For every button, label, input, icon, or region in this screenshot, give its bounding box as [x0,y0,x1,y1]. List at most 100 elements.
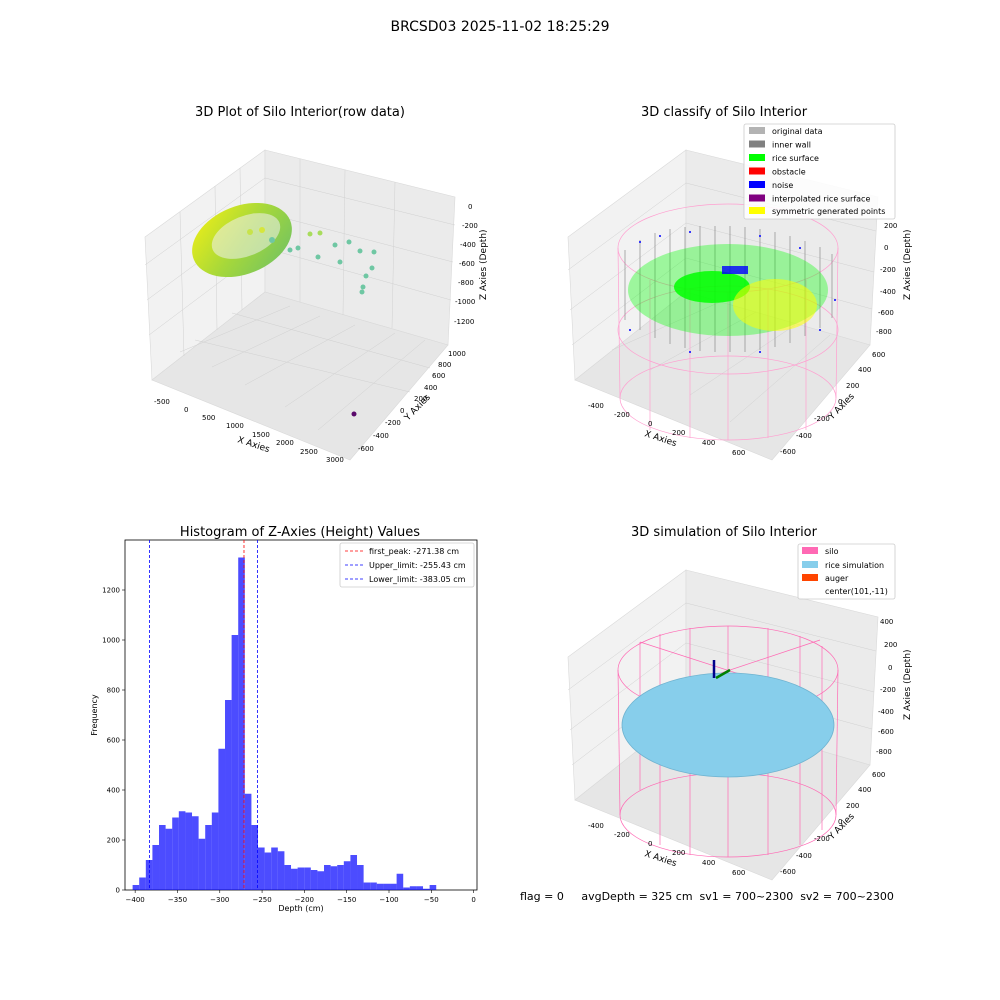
panel-raw: 3D Plot of Silo Interior(row data) X A [144,105,489,464]
raw-zticks: 0 -200 -400 -600 -800 -1000 -1200 [454,203,478,326]
histogram-xtick-label: −200 [295,896,314,904]
simulation-ztick: -600 [878,728,894,736]
classify-ytick: 200 [846,382,859,390]
simulation-ztick: -400 [878,708,894,716]
raw-pane-floor [151,291,449,461]
raw-xtick: 0 [184,406,188,414]
histogram-bar [383,883,391,890]
raw-ytick: 400 [424,384,437,392]
simulation-xtick: 0 [648,840,652,848]
histogram-bar [317,871,325,890]
raw-xtick: 2500 [300,448,318,456]
raw-xtick: -500 [154,398,170,406]
simulation-ytick: 0 [838,818,842,826]
classify-ztick: -600 [878,309,894,317]
histogram-bar [251,825,259,890]
classify-ylabel: Y Axies [826,391,857,422]
histogram-bar [271,847,278,890]
legend-swatch [749,127,765,134]
simulation-ztick: -200 [880,686,896,694]
raw-ztick: -400 [460,241,476,249]
histogram-bar [185,812,193,890]
simulation-ytick: -200 [814,835,830,843]
histogram-xtick-label: −250 [252,896,271,904]
classify-xtick: 400 [702,439,715,447]
histogram-xtick-label: 0 [471,896,475,904]
raw-ytick: -200 [385,419,401,427]
simulation-ytick: 400 [858,786,871,794]
histogram-ytick-label: 1200 [102,587,120,595]
histogram-legend: first_peak: -271.38 cm Upper_limit: -255… [339,542,475,588]
classify-zlabel: Z Axies (Depth) [903,229,913,300]
raw-ytick: 600 [432,372,445,380]
raw-grid [144,159,456,431]
legend-label: silo [825,547,839,556]
legend-label: obstacle [772,168,806,177]
raw-ytick: -400 [373,432,389,440]
classify-ytick: 400 [858,366,871,374]
legend-label: rice simulation [825,561,884,570]
simulation-ztick: -800 [876,748,892,756]
histogram-bar [403,887,410,890]
histogram-bar [284,865,292,890]
histogram-bar [132,885,140,890]
histogram-panel: Histogram of Z-Axies (Height) Values −40… [90,525,478,913]
raw-xtick: 1000 [226,422,244,430]
simulation-ytick: -600 [780,868,796,876]
histogram-legend-box [339,542,475,588]
classify-ztick: -800 [876,328,892,336]
classify-ztick: 200 [884,222,897,230]
histogram-ytick-label: 200 [107,837,120,845]
classify-title: 3D classify of Silo Interior [641,105,808,120]
classify-ytick: -400 [796,432,812,440]
legend-swatch [802,561,818,568]
histogram-bar [139,877,146,890]
raw-title: 3D Plot of Silo Interior(row data) [195,105,405,120]
legend-swatch [749,207,765,214]
legend-label: center(101,-11) [825,587,888,596]
panel-classify: 3D classify of Silo Interior [567,105,913,461]
histogram-bar [192,816,199,890]
histogram-xticks: −400 −350 −300 −250 −200 −150 −100 −50 0 [126,890,476,904]
simulation-xtick: 400 [702,859,715,867]
legend-label-lower-limit: Lower_limit: -383.05 cm [369,575,466,584]
figure-suptitle: BRCSD03 2025-11-02 18:25:29 [390,19,609,35]
histogram-xtick-label: −150 [337,896,356,904]
histogram-xtick-label: −100 [379,896,398,904]
classify-legend-entry: obstacle [749,167,806,177]
histogram-bar [159,825,166,890]
classify-symmetric-points [733,279,817,331]
histogram-bar [218,748,226,890]
classify-zticks: 200 0 -200 -400 -600 -800 [876,222,897,336]
legend-swatch [749,140,765,148]
classify-xtick: -200 [614,411,630,419]
histogram-bar [172,817,179,890]
histogram-bar [165,828,173,890]
simulation-xtick: 600 [732,869,745,877]
histogram-bar [370,882,377,890]
legend-swatch [802,574,818,581]
classify-ytick: 600 [872,351,885,359]
histogram-bar [343,861,351,890]
raw-xtick: 1500 [252,431,270,439]
classify-ytick: 0 [838,398,842,406]
classify-grid [567,182,877,423]
simulation-xticks: -400 -200 0 200 400 600 [588,822,745,877]
classify-rice-core [674,271,750,303]
histogram-reference-lines [149,540,258,890]
raw-ztick: -1000 [455,298,475,306]
raw-xtick: 3000 [326,456,344,464]
histogram-bar [423,888,430,890]
raw-ytick: 1000 [448,350,466,358]
raw-scatter-points [247,227,377,417]
classify-xtick: 0 [648,420,652,428]
classify-legend-box [743,123,896,220]
simulation-title: 3D simulation of Silo Interior [631,525,818,540]
raw-ztick: -600 [459,260,475,268]
legend-label: auger [825,574,849,583]
histogram-xlabel: Depth (cm) [278,904,323,913]
classify-xtick: 200 [672,429,685,437]
histogram-bar [390,883,397,890]
simulation-legend-box [797,543,896,600]
